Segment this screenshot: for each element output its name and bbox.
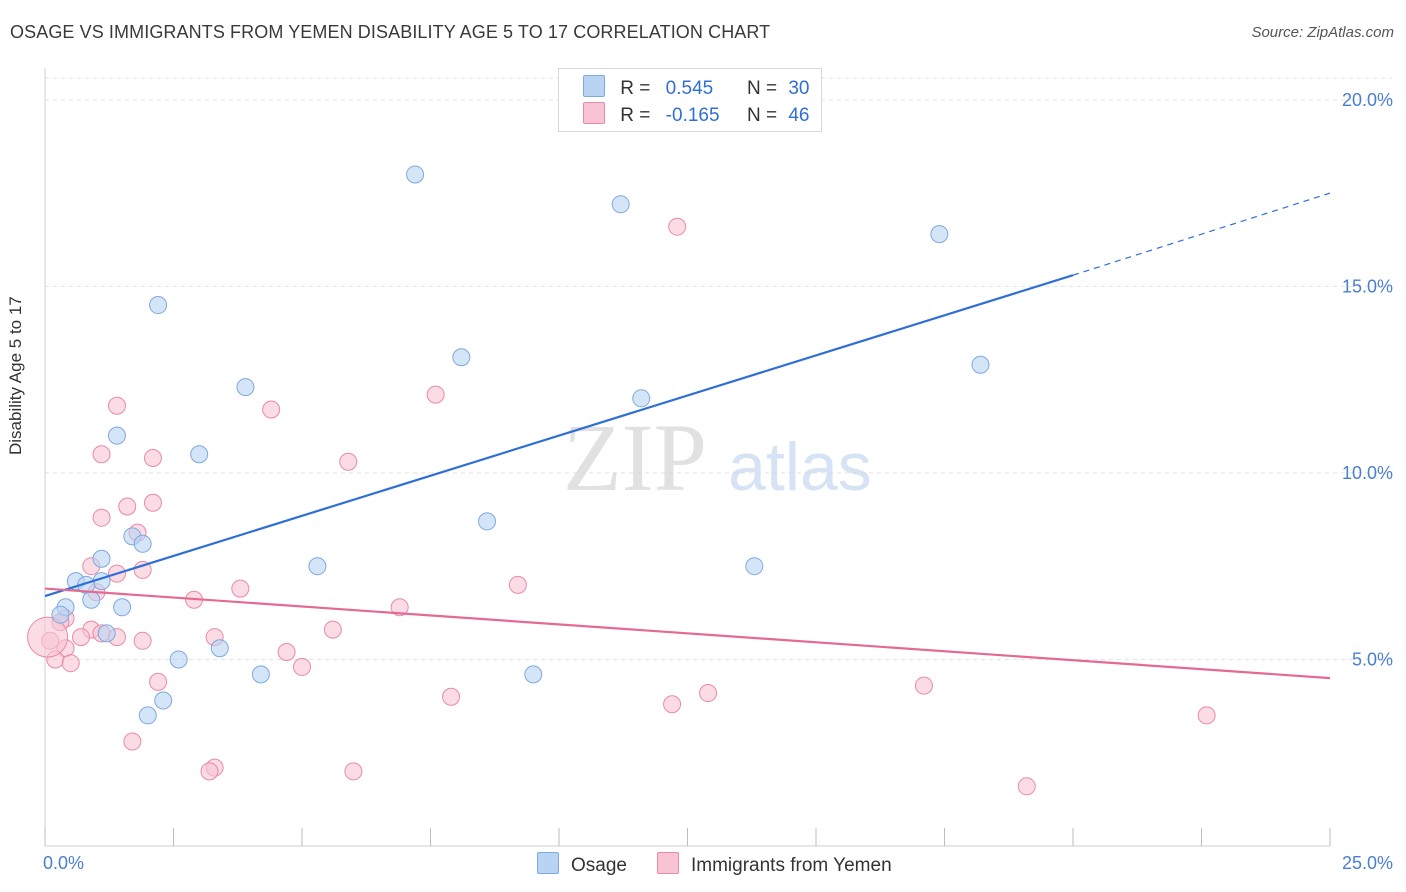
- osage-point: [251, 665, 270, 684]
- yemen-point: [149, 672, 168, 691]
- yemen-point: [1017, 777, 1036, 796]
- yemen-point: [143, 493, 162, 512]
- osage-point: [971, 355, 990, 374]
- n-value: 46: [788, 105, 810, 126]
- osage-point: [51, 605, 70, 624]
- osage-point: [478, 512, 497, 531]
- yemen-point: [277, 643, 296, 661]
- yemen-point: [914, 676, 933, 695]
- yemen-point: [668, 217, 687, 236]
- osage-point: [308, 557, 327, 576]
- y-tick-label: 20.0%: [1342, 90, 1393, 110]
- legend-item-yemen: Immigrants from Yemen: [657, 852, 892, 877]
- yemen-point: [27, 616, 69, 658]
- osage-point: [210, 639, 229, 658]
- y-tick-label: 10.0%: [1342, 463, 1393, 483]
- yemen-swatch: [657, 852, 679, 874]
- yemen-point: [442, 687, 461, 706]
- yemen-point: [123, 732, 142, 751]
- watermark-atlas: atlas: [728, 429, 872, 505]
- legend-row-yemen: R = -0.165 N = 46: [583, 102, 809, 127]
- y-tick-label: 15.0%: [1342, 276, 1393, 296]
- yemen-point: [339, 452, 358, 471]
- yemen-point: [663, 695, 682, 714]
- x-tick-label: 0.0%: [43, 853, 84, 873]
- r-value: -0.165: [665, 105, 720, 126]
- legend-row-osage: R = 0.545 N = 30: [583, 75, 809, 100]
- osage-point: [190, 445, 209, 464]
- osage-point: [169, 650, 188, 669]
- yemen-point: [231, 579, 250, 598]
- osage-trend-line: [44, 274, 1074, 598]
- yemen-point: [508, 575, 527, 594]
- osage-point: [133, 534, 152, 553]
- yemen-swatch: [583, 102, 605, 124]
- r-label: R =: [620, 105, 651, 126]
- osage-point: [154, 691, 173, 710]
- data-points: [27, 165, 1216, 796]
- osage-point: [82, 590, 101, 609]
- osage-swatch: [583, 75, 605, 97]
- osage-point: [524, 665, 543, 684]
- yemen-point: [262, 400, 281, 419]
- n-label: N =: [746, 105, 778, 126]
- watermark: ZIP atlas: [563, 404, 872, 511]
- trend-lines: [44, 192, 1331, 680]
- yemen-trend-line: [44, 587, 1331, 680]
- correlation-legend: R = 0.545 N = 30 R = -0.165 N = 46: [558, 68, 822, 132]
- yemen-point: [1197, 706, 1216, 725]
- osage-point: [611, 195, 630, 214]
- n-label: N =: [746, 78, 778, 99]
- yemen-point: [92, 445, 111, 464]
- chart-title: OSAGE VS IMMIGRANTS FROM YEMEN DISABILIT…: [10, 22, 771, 42]
- legend-item-osage: Osage: [537, 852, 627, 877]
- legend-label: Immigrants from Yemen: [691, 855, 892, 876]
- n-value: 30: [788, 78, 810, 99]
- yemen-point: [107, 396, 126, 415]
- osage-point: [406, 165, 425, 184]
- yemen-point: [390, 598, 409, 617]
- yemen-point: [699, 684, 718, 703]
- osage-point: [138, 706, 157, 725]
- y-tick-label: 5.0%: [1352, 649, 1393, 669]
- legend-label: Osage: [571, 855, 627, 876]
- osage-point: [745, 557, 764, 576]
- yemen-point: [71, 628, 90, 647]
- tick-labels: 5.0% 10.0% 15.0% 20.0% 0.0% 25.0%: [43, 90, 1393, 873]
- r-value: 0.545: [665, 78, 714, 99]
- osage-point: [930, 225, 949, 244]
- osage-point: [92, 549, 111, 568]
- osage-point: [113, 598, 132, 617]
- osage-point: [107, 426, 126, 445]
- r-label: R =: [620, 78, 651, 99]
- osage-point: [149, 296, 168, 315]
- grid-lines: [45, 77, 1392, 660]
- osage-point: [632, 389, 651, 408]
- osage-trend-extension: [1072, 192, 1331, 276]
- yemen-point: [133, 560, 152, 579]
- yemen-point: [133, 631, 152, 650]
- yemen-point: [143, 449, 162, 467]
- yemen-point: [92, 508, 111, 527]
- yemen-point: [200, 762, 219, 781]
- osage-point: [236, 378, 255, 397]
- osage-swatch: [537, 852, 559, 874]
- y-axis-label: Disability Age 5 to 17: [6, 296, 25, 455]
- osage-point: [97, 624, 116, 643]
- yemen-point: [344, 762, 363, 781]
- axes: [44, 68, 1331, 847]
- x-tick-label: 25.0%: [1342, 853, 1393, 873]
- yemen-point: [118, 497, 137, 516]
- series-legend: Osage Immigrants from Yemen: [0, 852, 1406, 878]
- source-credit: Source: ZipAtlas.com: [1251, 24, 1394, 41]
- yemen-point: [293, 657, 311, 676]
- yemen-point: [426, 385, 445, 404]
- yemen-point: [323, 620, 342, 639]
- watermark-zip: ZIP: [563, 404, 707, 511]
- yemen-point: [61, 654, 80, 673]
- osage-point: [452, 348, 471, 367]
